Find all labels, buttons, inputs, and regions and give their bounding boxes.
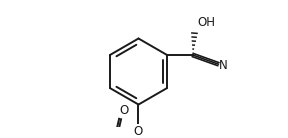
Text: OH: OH bbox=[197, 16, 215, 29]
Text: O: O bbox=[119, 104, 128, 117]
Text: N: N bbox=[219, 59, 228, 72]
Text: O: O bbox=[134, 125, 143, 138]
